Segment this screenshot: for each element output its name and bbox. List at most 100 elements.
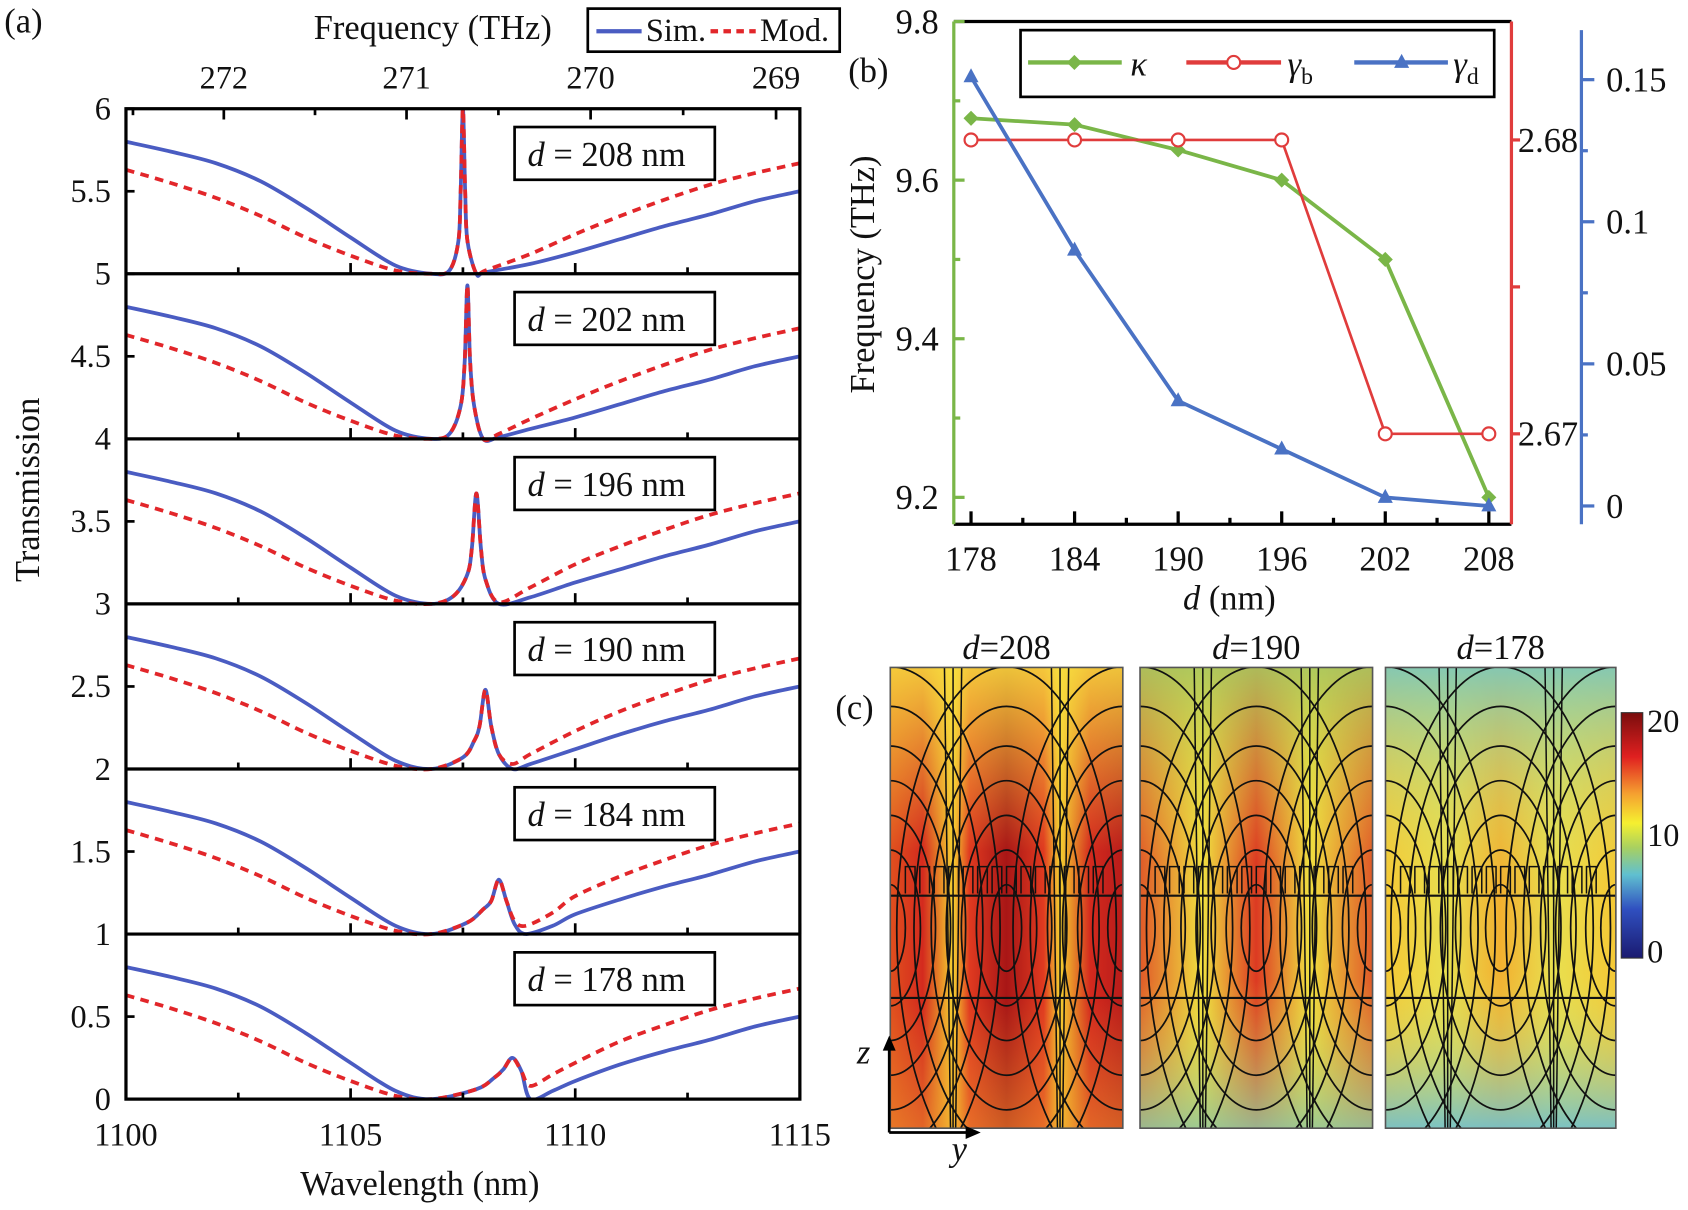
triangle-marker (1481, 497, 1497, 512)
grating-structure (1063, 865, 1075, 894)
streamline (1385, 705, 1479, 1129)
grating-structure (991, 865, 1003, 894)
triangle-marker (1274, 440, 1290, 455)
grating-structure (919, 865, 931, 894)
panel-label-b: (b) (848, 52, 888, 90)
streamline (1390, 667, 1612, 1129)
z-axis-label: z (856, 1034, 870, 1072)
grating-structure (1471, 865, 1483, 894)
legend-a: Sim. Mod. (586, 7, 842, 54)
mod-curve (125, 821, 800, 937)
grating-structure (1270, 865, 1282, 894)
streamline (1544, 667, 1552, 1129)
y-axis-title-b: Frequency (THz) (844, 155, 882, 393)
streamline (1505, 667, 1616, 1129)
y-tick-label: 0.5 (71, 998, 111, 1034)
triangle-marker (1067, 241, 1083, 256)
grating-structure (1078, 865, 1090, 894)
sim-curve (125, 965, 800, 1100)
streamline (1554, 779, 1616, 1077)
grating-structure (1034, 865, 1046, 894)
right-blue-tick-label: 0 (1606, 488, 1623, 526)
streamline (1469, 849, 1532, 1007)
coordinate-axes: z y (856, 1034, 981, 1168)
sim-curve (125, 283, 800, 443)
field-map-frame (1139, 666, 1374, 1129)
field-map-frame (889, 666, 1124, 1129)
grating-structure (1327, 865, 1340, 894)
mod-curve (125, 986, 800, 1100)
streamline (960, 814, 1053, 1042)
annotation-label: d = 178 nm (528, 961, 686, 999)
streamline (890, 883, 907, 973)
grating-structure (1428, 865, 1440, 894)
annotation-box (513, 951, 717, 1007)
streamline (1204, 667, 1213, 1129)
circle-marker-icon (1226, 54, 1242, 70)
sim-curve (125, 108, 800, 278)
grating-structure (904, 865, 916, 894)
streamline (1424, 745, 1577, 1111)
left-tick-label: 9.4 (896, 321, 939, 359)
annotation-text: = 190 nm (545, 631, 686, 669)
grating-structure (1557, 865, 1569, 894)
annotation-label: d = 190 nm (528, 631, 686, 669)
field-map-image (1140, 667, 1373, 1129)
annotation-var: d (528, 961, 546, 999)
circle-marker (1170, 132, 1186, 148)
grating-structure (1399, 865, 1411, 894)
panel-a-transmission: (a) Frequency (THz) Sim. Mod. 272 271 270 2… (4, 2, 842, 1203)
grating-structure (962, 865, 974, 894)
streamline (1341, 849, 1373, 1007)
y-axis-title-a: Transmission (9, 398, 47, 582)
title-var: d (962, 629, 980, 667)
field-map: d=208 (889, 629, 1124, 1129)
x-axis-title-a: Wavelength (nm) (300, 1165, 539, 1203)
streamline (1385, 849, 1417, 1007)
mod-curve (125, 108, 800, 278)
streamline (1180, 745, 1333, 1111)
grating-structure (1049, 865, 1061, 894)
streamline (890, 745, 967, 1111)
streamline (1061, 779, 1123, 1077)
streamline (913, 705, 1100, 1129)
x-tick-label: 178 (945, 541, 997, 579)
streamline (1296, 745, 1373, 1111)
panel-c-field-maps: (c) d=208 d=190 d=178 20 10 0 z y (835, 629, 1679, 1169)
streamline (1261, 667, 1373, 1129)
grating-structure (1183, 865, 1195, 894)
title-text: =208 (980, 629, 1051, 667)
circle-marker (1274, 132, 1290, 148)
top-frequency-axis: 272 271 270 269 (131, 59, 800, 120)
triangle-marker (1377, 488, 1393, 503)
x-tick-label: 190 (1152, 541, 1204, 579)
grating-structure (1241, 865, 1253, 894)
x-tick-label: 1115 (769, 1116, 831, 1152)
annotation-var: d (528, 136, 546, 174)
diamond-marker (1481, 489, 1497, 505)
top-tick-label: 270 (566, 59, 614, 95)
grating-structure (1154, 865, 1166, 894)
x-tick-label: 184 (1049, 541, 1101, 579)
colorbar-gradient (1620, 712, 1644, 959)
top-axis-title: Frequency (THz) (314, 9, 552, 47)
top-tick-label: 269 (752, 59, 800, 95)
x-tick-label: 202 (1359, 541, 1411, 579)
streamline (1407, 705, 1595, 1129)
annotation-label: d = 202 nm (528, 301, 686, 339)
field-map-title: d=208 (962, 629, 1050, 667)
annotation-text: = 208 nm (545, 136, 686, 174)
streamline (1356, 883, 1373, 973)
x-axis-title-b: d (nm) (1183, 579, 1276, 617)
legend-b: κ γb γd (1019, 28, 1496, 99)
streamline (1140, 849, 1172, 1007)
diamond-marker (1274, 172, 1290, 188)
annotation-text: = 178 nm (545, 961, 686, 999)
streamline (1311, 779, 1373, 1077)
series-line (969, 75, 1489, 508)
diamond-marker (963, 110, 979, 126)
streamline (1076, 814, 1123, 1042)
diamond-marker (1067, 117, 1083, 133)
series-line (971, 138, 1489, 436)
axis-lines (887, 1042, 974, 1134)
